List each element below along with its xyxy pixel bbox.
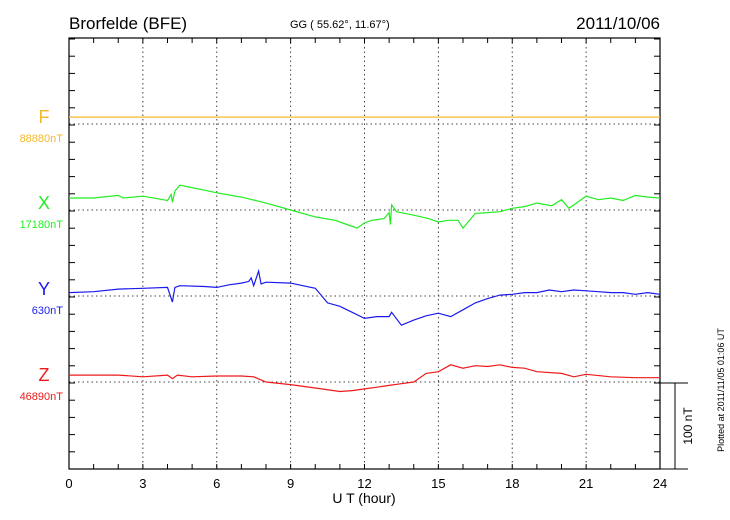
baseline-value-y: 630nT [32,305,63,317]
x-tick-label: 15 [431,476,445,491]
scale-bar-label: 100 nT [681,407,695,445]
x-tick-label: 21 [579,476,593,491]
baseline-value-f: 88880nT [20,133,64,145]
series-line-z [69,364,660,393]
x-tick-label: 12 [357,476,371,491]
plot-frame [68,37,661,470]
component-label-f: F [39,107,50,127]
x-tick-label: 0 [65,476,72,491]
station-title: Brorfelde (BFE) [69,14,187,33]
coordinates-label: GG ( 55.62°, 11.67°) [290,19,390,31]
x-axis-label: U T (hour) [332,490,395,506]
x-tick-label: 9 [287,476,294,491]
x-tick-label: 24 [653,476,667,491]
component-label-x: X [38,193,50,213]
date-label: 2011/10/06 [576,14,660,33]
component-label-z: Z [39,365,50,385]
x-tick-label: 6 [213,476,220,491]
baseline-value-z: 46890nT [20,391,64,403]
series-line-y [68,268,661,326]
component-label-y: Y [38,279,50,299]
x-tick-label: 3 [139,476,146,491]
plotted-note: Plotted at 2011/11/05 01:06 UT [716,328,726,452]
x-tick-label: 18 [505,476,519,491]
series-line-x [69,184,661,230]
baseline-value-x: 17180nT [20,219,64,231]
